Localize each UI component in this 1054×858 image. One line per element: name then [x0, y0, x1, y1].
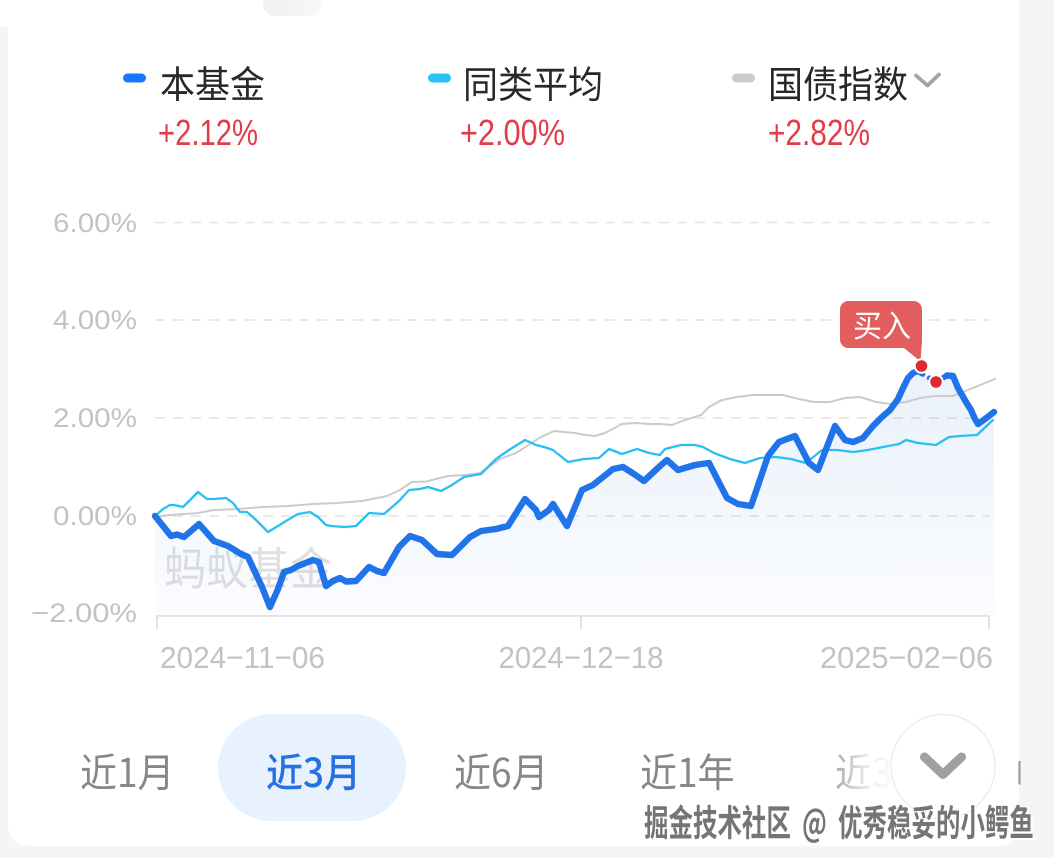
- svg-text:0.00%: 0.00%: [53, 501, 137, 531]
- svg-text:4.00%: 4.00%: [53, 305, 137, 335]
- svg-text:−2.00%: −2.00%: [31, 598, 137, 628]
- svg-text:6.00%: 6.00%: [53, 208, 137, 238]
- svg-text:+2.12%: +2.12%: [158, 112, 258, 153]
- svg-text:2.00%: 2.00%: [53, 403, 137, 433]
- svg-text:2024−12−18: 2024−12−18: [499, 640, 664, 675]
- svg-text:+2.00%: +2.00%: [460, 112, 565, 153]
- svg-text:+2.82%: +2.82%: [768, 112, 870, 153]
- svg-text:2025−02−06: 2025−02−06: [820, 640, 993, 675]
- svg-text:2024−11−06: 2024−11−06: [160, 640, 325, 675]
